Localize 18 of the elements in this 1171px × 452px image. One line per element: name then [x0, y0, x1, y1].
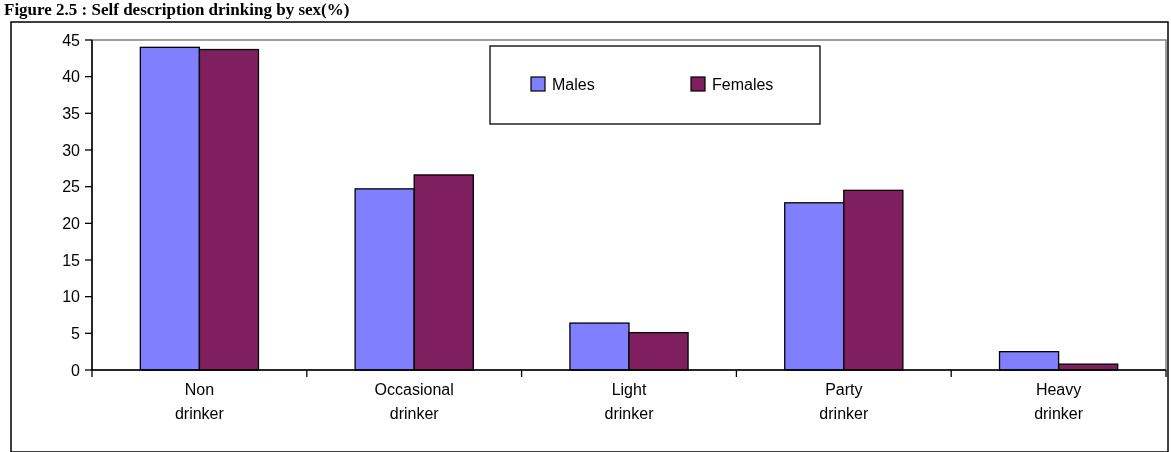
x-tick-label: Heavy drinker	[1034, 381, 1084, 422]
y-tick-label: 20	[62, 214, 81, 232]
x-tick-label: Party drinker	[819, 381, 869, 422]
y-tick-label: 5	[71, 324, 81, 342]
legend-label: Males	[552, 75, 595, 93]
y-tick-label: 25	[62, 178, 81, 196]
x-tick-label: Non drinker	[174, 381, 225, 422]
y-tick-label: 45	[62, 31, 81, 49]
x-tick-label: Occasional drinker	[374, 381, 454, 422]
y-tick-label: 15	[62, 251, 81, 269]
y-tick-label: 40	[62, 68, 81, 86]
chart-title: Figure 2.5 : Self description drinking by sex(%)	[4, 0, 350, 19]
y-tick-label: 35	[62, 104, 81, 122]
y-tick-label: 30	[62, 141, 81, 159]
y-tick-label: 0	[71, 361, 81, 379]
legend-label: Females	[712, 75, 774, 93]
x-tick-label: Light drinker	[604, 381, 655, 422]
y-tick-label: 10	[62, 288, 81, 306]
